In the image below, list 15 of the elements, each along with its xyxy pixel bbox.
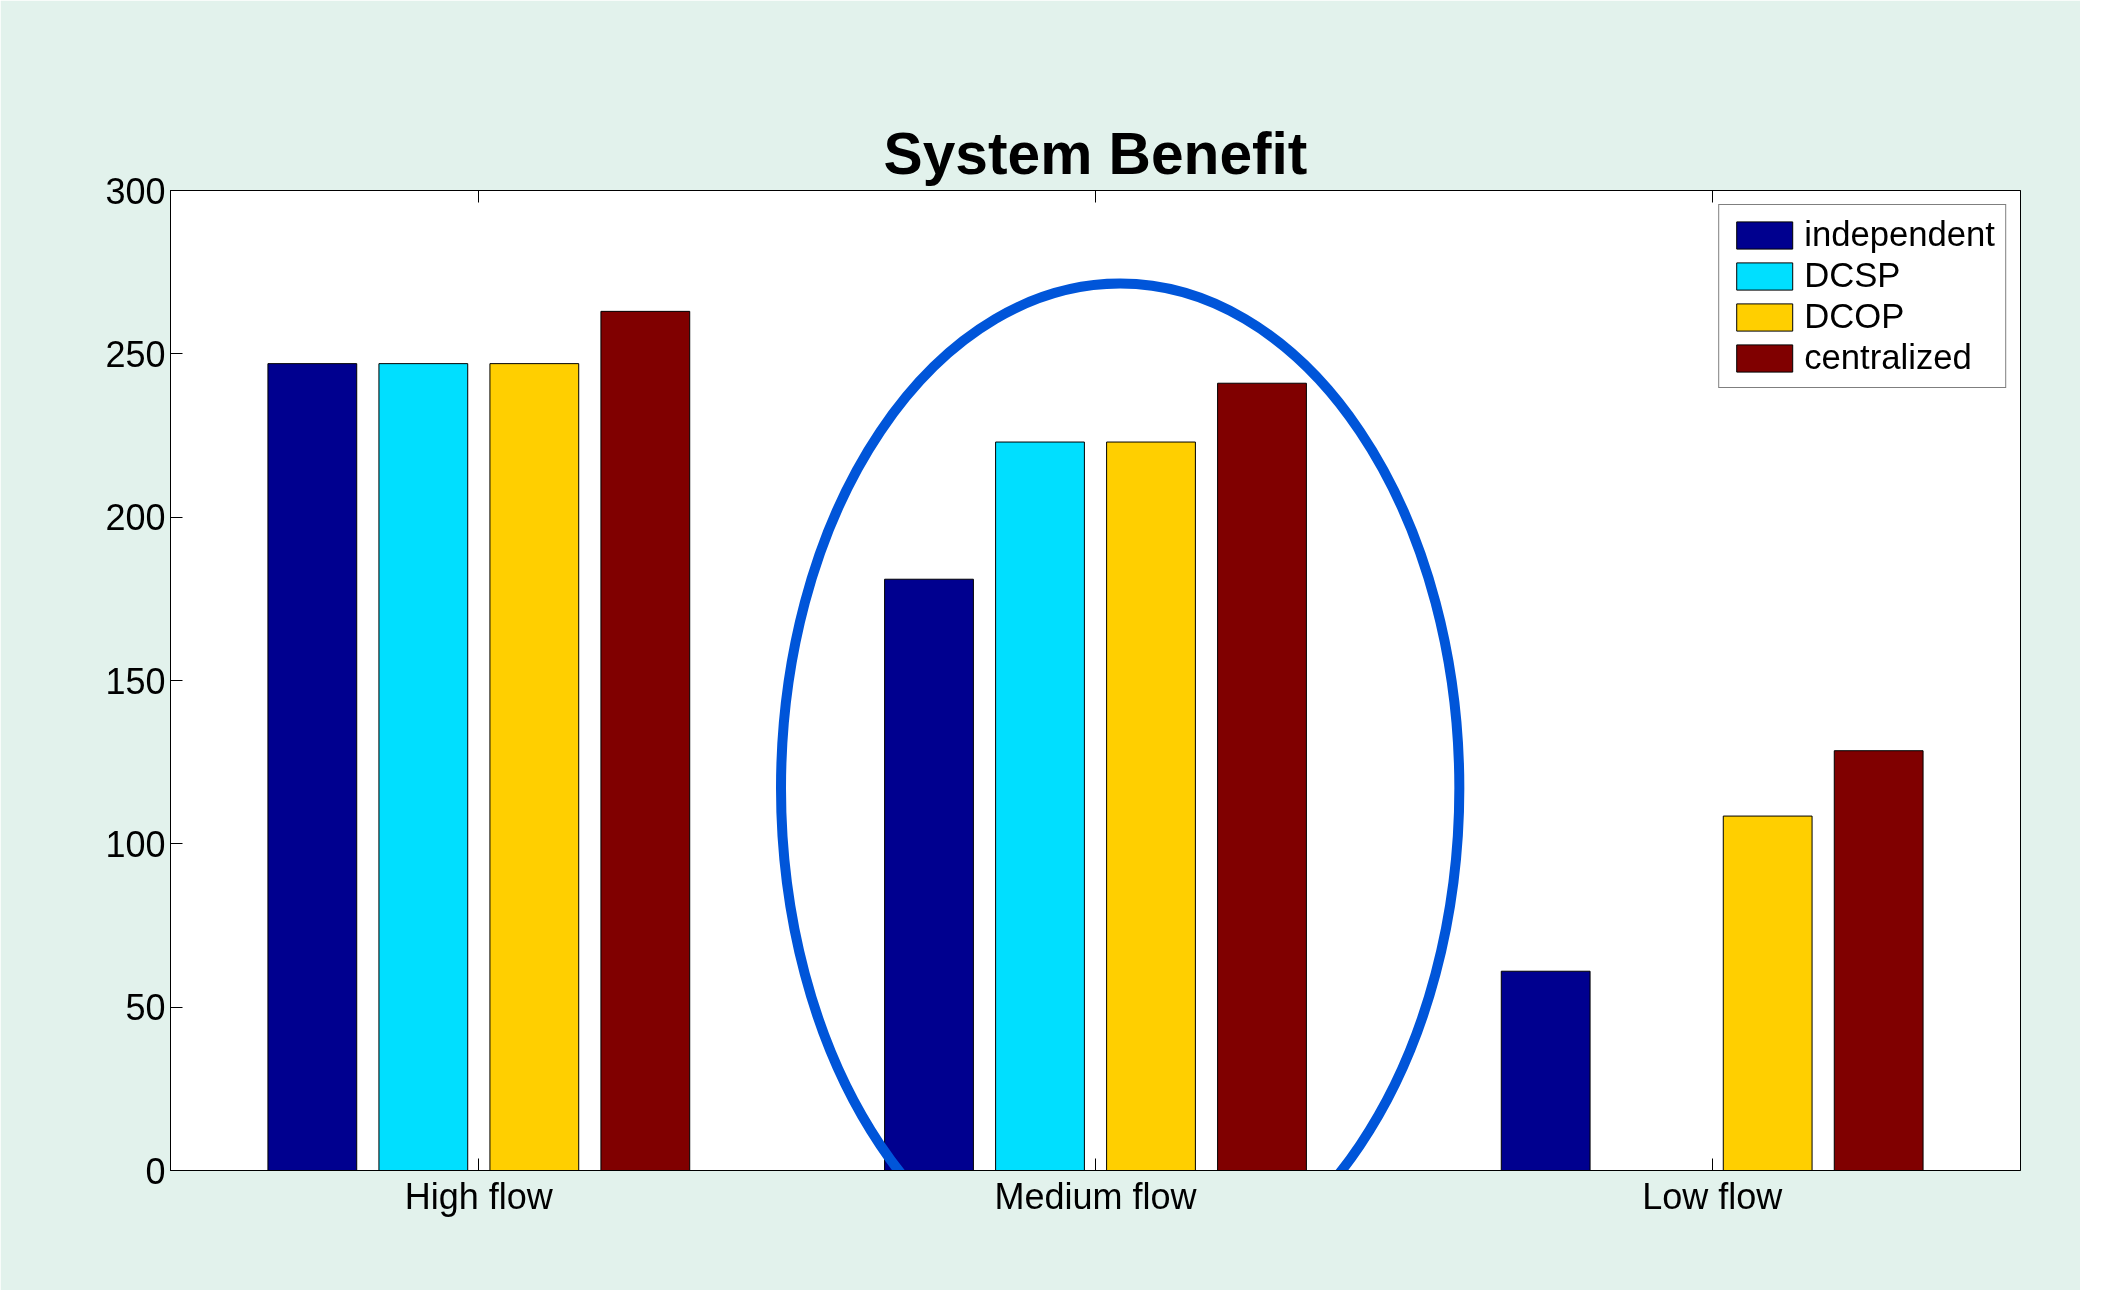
y-tick-label: 150 — [105, 660, 166, 702]
x-tick-label: Medium flow — [994, 1175, 1198, 1217]
legend-label: independent — [1804, 215, 1995, 254]
y-tick-label: 100 — [105, 823, 166, 865]
legend-label: DCOP — [1804, 297, 1905, 336]
y-tick-label: 50 — [125, 987, 166, 1029]
x-tick-label: High flow — [404, 1175, 554, 1217]
legend-label: centralized — [1804, 338, 1972, 377]
x-tick-label: Low flow — [1642, 1175, 1784, 1217]
y-tick-label: 300 — [105, 170, 166, 212]
y-tick-label: 200 — [105, 497, 166, 539]
y-tick-label: 250 — [105, 333, 166, 375]
y-tick-label: 0 — [145, 1150, 166, 1192]
legend-label: DCSP — [1804, 256, 1901, 295]
chart-title: System Benefit — [883, 120, 1308, 186]
